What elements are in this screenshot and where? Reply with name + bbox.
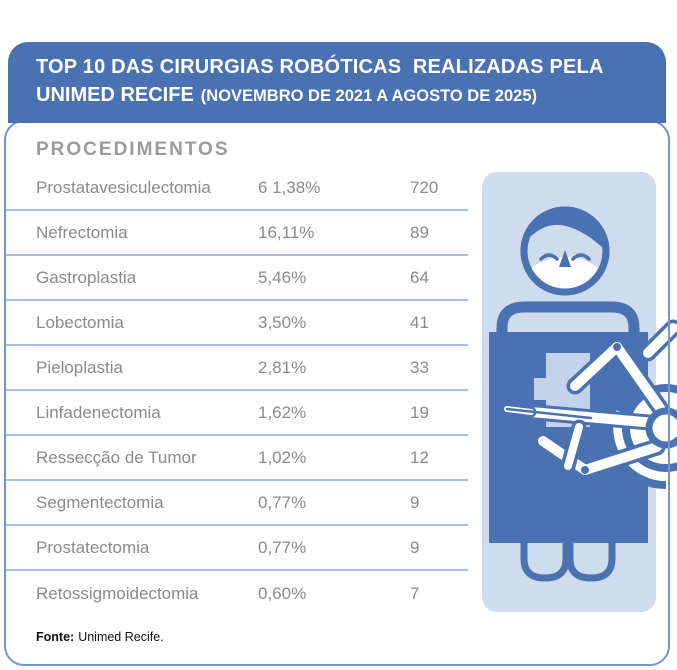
procedure-percent: 5,46% (258, 267, 307, 287)
procedure-percent: 0,60% (258, 583, 307, 603)
procedure-count: 19 (410, 402, 429, 422)
table-row: Linfadenectomia 1,62% 19 (6, 391, 468, 436)
table-section-title: PROCEDIMENTOS (36, 139, 230, 160)
procedure-name: Nefrectomia (36, 222, 128, 242)
procedure-name: Prostatavesiculectomia (36, 177, 211, 197)
arm-joint-icon (613, 343, 621, 351)
procedure-count: 9 (410, 537, 420, 557)
table-row: Pieloplastia 2,81% 33 (6, 346, 468, 391)
table-row: Prostatavesiculectomia 6 1,38% 720 (6, 166, 468, 211)
page-title-line2: UNIMED RECIFE (NOVEMBRO DE 2021 A AGOSTO … (36, 83, 646, 107)
page-title-brand: UNIMED RECIFE (36, 84, 194, 106)
drape-patch (534, 378, 556, 400)
procedure-count: 7 (410, 583, 420, 603)
table-row: Nefrectomia 16,11% 89 (6, 211, 468, 256)
procedure-percent: 16,11% (258, 222, 315, 242)
table-row: Retossigmoidectomia 0,60% 7 (6, 571, 468, 616)
table-row: Prostatectomia 0,77% 9 (6, 526, 468, 571)
procedures-table-body: Prostatavesiculectomia 6 1,38% 720 Nefre… (6, 166, 468, 616)
procedure-percent: 1,02% (258, 447, 307, 467)
procedure-name: Retossigmoidectomia (36, 583, 199, 603)
procedure-percent: 0,77% (258, 492, 307, 512)
procedure-name: Pieloplastia (36, 357, 123, 377)
procedure-count: 720 (410, 177, 439, 197)
procedure-percent: 0,77% (258, 537, 307, 557)
page-title-line1: TOP 10 DAS CIRURGIAS ROBÓTICAS REALIZADA… (36, 56, 604, 78)
hub-center-joint-icon (645, 407, 677, 449)
procedure-percent: 6 1,38% (258, 177, 321, 197)
procedure-name: Lobectomia (36, 312, 124, 332)
source-note: Fonte: Unimed Recife. (36, 630, 164, 644)
procedure-percent: 3,50% (258, 312, 307, 332)
nose-icon (559, 250, 571, 267)
source-value: Unimed Recife. (78, 630, 164, 644)
page-title-period: (NOVEMBRO DE 2021 A AGOSTO DE 2025) (200, 87, 538, 105)
procedure-name: Prostatectomia (36, 537, 150, 557)
procedure-name: Segmentectomia (36, 492, 164, 512)
source-label: Fonte: (36, 630, 75, 644)
procedure-name: Linfadenectomia (36, 402, 161, 422)
procedure-percent: 1,62% (258, 402, 307, 422)
table-row: Ressecção de Tumor 1,02% 12 (6, 436, 468, 481)
procedure-count: 12 (410, 447, 429, 467)
header-band: TOP 10 DAS CIRURGIAS ROBÓTICAS REALIZADA… (8, 42, 666, 123)
table-row: Segmentectomia 0,77% 9 (6, 481, 468, 526)
table-row: Gastroplastia 5,46% 64 (6, 256, 468, 301)
procedure-name: Gastroplastia (36, 267, 137, 287)
robotic-surgery-illustration (482, 160, 677, 620)
procedure-percent: 2,81% (258, 357, 307, 377)
foot-right-icon (566, 538, 616, 582)
table-row: Lobectomia 3,50% 41 (6, 301, 468, 346)
foot-left-icon (520, 538, 570, 582)
procedure-count: 33 (410, 357, 429, 377)
procedure-count: 89 (410, 222, 429, 242)
operating-table-arch (496, 301, 640, 345)
surgical-mask-icon (524, 257, 606, 292)
arm-joint-icon (581, 466, 589, 474)
procedure-count: 9 (410, 492, 420, 512)
robotic-arms-icon (501, 319, 677, 479)
closed-eye-left-icon (539, 253, 559, 261)
procedure-count: 64 (410, 267, 429, 287)
procedure-count: 41 (410, 312, 429, 332)
closed-eye-right-icon (571, 253, 591, 261)
procedure-name: Ressecção de Tumor (36, 447, 197, 467)
